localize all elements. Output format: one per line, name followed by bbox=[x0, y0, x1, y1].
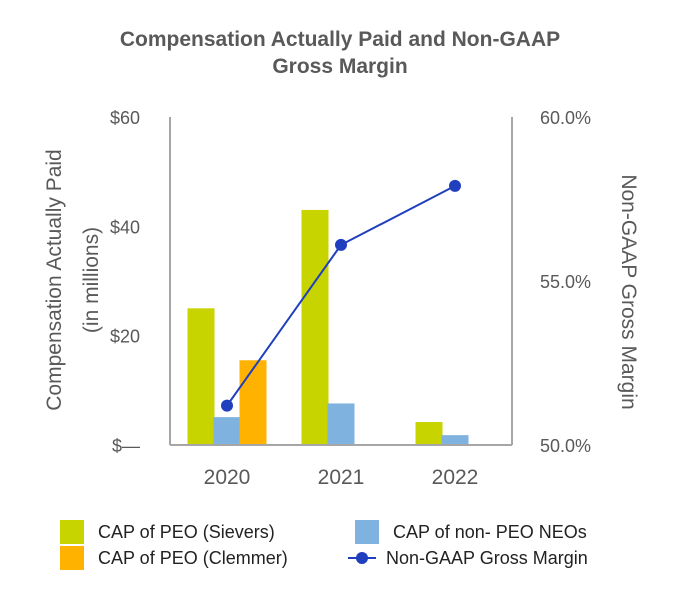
bar-cap-of-peo-sievers--2022 bbox=[415, 422, 443, 445]
legend-line-marker-icon bbox=[348, 546, 376, 570]
y-left-tick-label: $60 bbox=[110, 108, 140, 128]
legend-label-margin: Non-GAAP Gross Margin bbox=[386, 547, 588, 568]
bar-cap-of-peo-sievers--2021 bbox=[301, 209, 329, 445]
gross-margin-point-2022 bbox=[449, 179, 461, 192]
legend-item-non-peo: CAP of non- PEO NEOs bbox=[355, 520, 587, 544]
y-right-tick-label: 50.0% bbox=[540, 436, 591, 456]
chart-title: Compensation Actually Paid and Non-GAAP … bbox=[0, 26, 680, 80]
bar-cap-of-non-peo-neos-2020 bbox=[213, 417, 241, 445]
bar-cap-of-peo-clemmer--2020 bbox=[239, 360, 267, 445]
legend-swatch-non-peo bbox=[355, 520, 379, 544]
bar-cap-of-non-peo-neos-2022 bbox=[441, 435, 469, 445]
legend-item-margin: Non-GAAP Gross Margin bbox=[348, 546, 588, 570]
bar-cap-of-peo-sievers--2020 bbox=[187, 308, 215, 445]
y-right-tick-label: 55.0% bbox=[540, 272, 591, 292]
y-right-tick-label: 60.0% bbox=[540, 108, 591, 128]
legend-label-clemmer: CAP of PEO (Clemmer) bbox=[98, 547, 288, 568]
chart-title-line-1: Compensation Actually Paid and Non-GAAP bbox=[119, 28, 561, 51]
legend-swatch-sievers bbox=[60, 520, 84, 544]
y-axis-label-right: Non-GAAP Gross Margin bbox=[617, 174, 640, 409]
y-axis-label-left-line-1: Compensation Actually Paid bbox=[43, 149, 66, 411]
y-left-tick-label: $20 bbox=[110, 327, 140, 347]
legend-label-non-peo: CAP of non- PEO NEOs bbox=[393, 521, 587, 542]
legend-item-clemmer: CAP of PEO (Clemmer) bbox=[60, 546, 288, 570]
x-tick-label-2021: 2021 bbox=[318, 466, 365, 489]
y-axis-label-left-line-2: (in millions) bbox=[80, 227, 103, 333]
legend-label-sievers: CAP of PEO (Sievers) bbox=[98, 521, 275, 542]
legend-item-sievers: CAP of PEO (Sievers) bbox=[60, 520, 275, 544]
bar-cap-of-non-peo-neos-2021 bbox=[327, 403, 355, 445]
gross-margin-point-2020 bbox=[221, 399, 233, 412]
chart-title-line-2: Gross Margin bbox=[272, 55, 408, 78]
x-tick-label-2022: 2022 bbox=[432, 466, 479, 489]
y-left-tick-label: $— bbox=[112, 436, 140, 456]
gross-margin-point-2021 bbox=[335, 238, 347, 251]
x-tick-label-2020: 2020 bbox=[204, 466, 251, 489]
y-left-tick-label: $40 bbox=[110, 217, 140, 237]
legend-swatch-clemmer bbox=[60, 546, 84, 570]
